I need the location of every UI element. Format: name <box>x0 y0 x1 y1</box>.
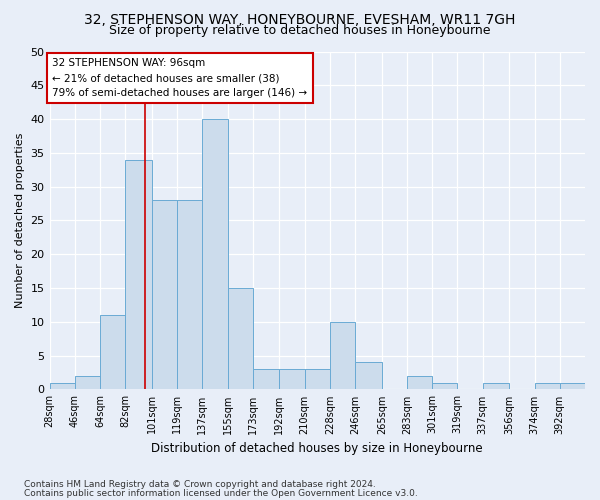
Bar <box>75 376 100 390</box>
Text: Size of property relative to detached houses in Honeybourne: Size of property relative to detached ho… <box>109 24 491 37</box>
Text: 32, STEPHENSON WAY, HONEYBOURNE, EVESHAM, WR11 7GH: 32, STEPHENSON WAY, HONEYBOURNE, EVESHAM… <box>85 12 515 26</box>
Bar <box>305 369 330 390</box>
Bar <box>330 322 355 390</box>
Text: 32 STEPHENSON WAY: 96sqm
← 21% of detached houses are smaller (38)
79% of semi-d: 32 STEPHENSON WAY: 96sqm ← 21% of detach… <box>52 58 307 98</box>
Bar <box>202 119 227 390</box>
Bar <box>253 369 280 390</box>
Text: Contains HM Land Registry data © Crown copyright and database right 2024.: Contains HM Land Registry data © Crown c… <box>24 480 376 489</box>
Bar <box>152 200 177 390</box>
Bar <box>280 369 305 390</box>
Bar <box>100 315 125 390</box>
Bar <box>432 382 457 390</box>
Text: Contains public sector information licensed under the Open Government Licence v3: Contains public sector information licen… <box>24 489 418 498</box>
Bar <box>535 382 560 390</box>
Y-axis label: Number of detached properties: Number of detached properties <box>15 133 25 308</box>
Bar <box>355 362 382 390</box>
Bar <box>50 382 75 390</box>
Bar <box>177 200 202 390</box>
Bar <box>560 382 585 390</box>
Bar <box>125 160 152 390</box>
X-axis label: Distribution of detached houses by size in Honeybourne: Distribution of detached houses by size … <box>151 442 483 455</box>
Bar <box>482 382 509 390</box>
Bar <box>227 288 253 390</box>
Bar <box>407 376 432 390</box>
